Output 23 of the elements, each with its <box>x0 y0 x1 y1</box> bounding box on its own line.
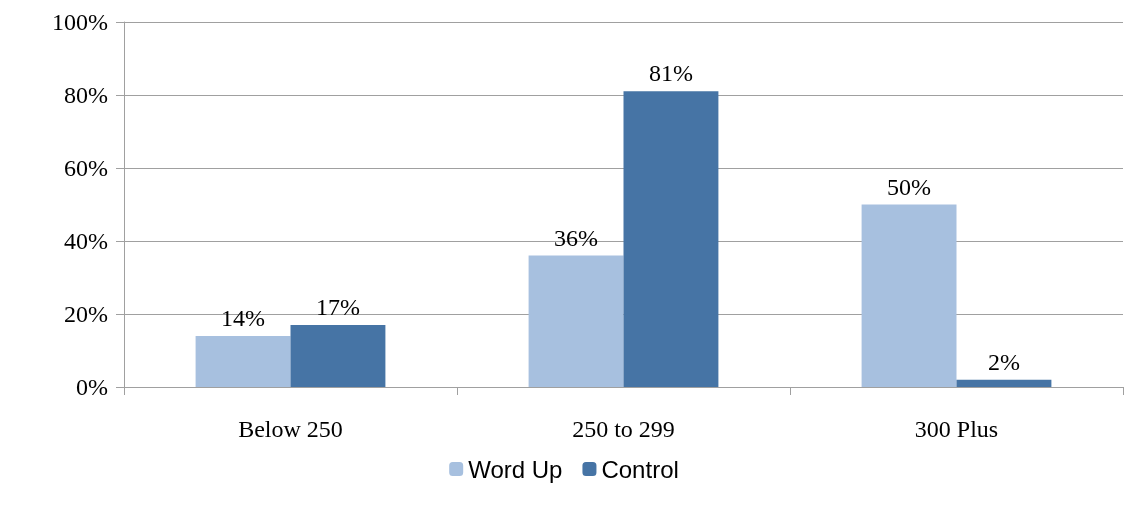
y-tick-label: 40% <box>64 228 108 254</box>
legend-label: Word Up <box>468 455 563 483</box>
bar <box>623 91 719 387</box>
x-tick-label: 250 to 299 <box>572 416 675 442</box>
data-label: 50% <box>887 173 932 200</box>
x-tick-label: Below 250 <box>238 416 343 442</box>
y-tick-label: 100% <box>52 9 108 35</box>
legend-label: Control <box>601 455 679 483</box>
x-tick-label: 300 Plus <box>914 416 999 442</box>
y-tick-label: 20% <box>64 301 108 327</box>
y-tick-label: 80% <box>64 82 108 108</box>
y-tick-label: 0% <box>76 374 108 400</box>
data-label: 81% <box>648 60 693 87</box>
bar <box>956 379 1052 387</box>
data-label: 36% <box>554 224 599 251</box>
bar <box>195 335 291 387</box>
y-tick-label: 60% <box>64 155 108 181</box>
data-label: 17% <box>315 293 360 320</box>
bar <box>528 255 624 387</box>
data-label: 2% <box>987 348 1020 375</box>
bar <box>290 324 386 387</box>
bar <box>861 204 957 387</box>
data-label: 14% <box>221 304 266 331</box>
